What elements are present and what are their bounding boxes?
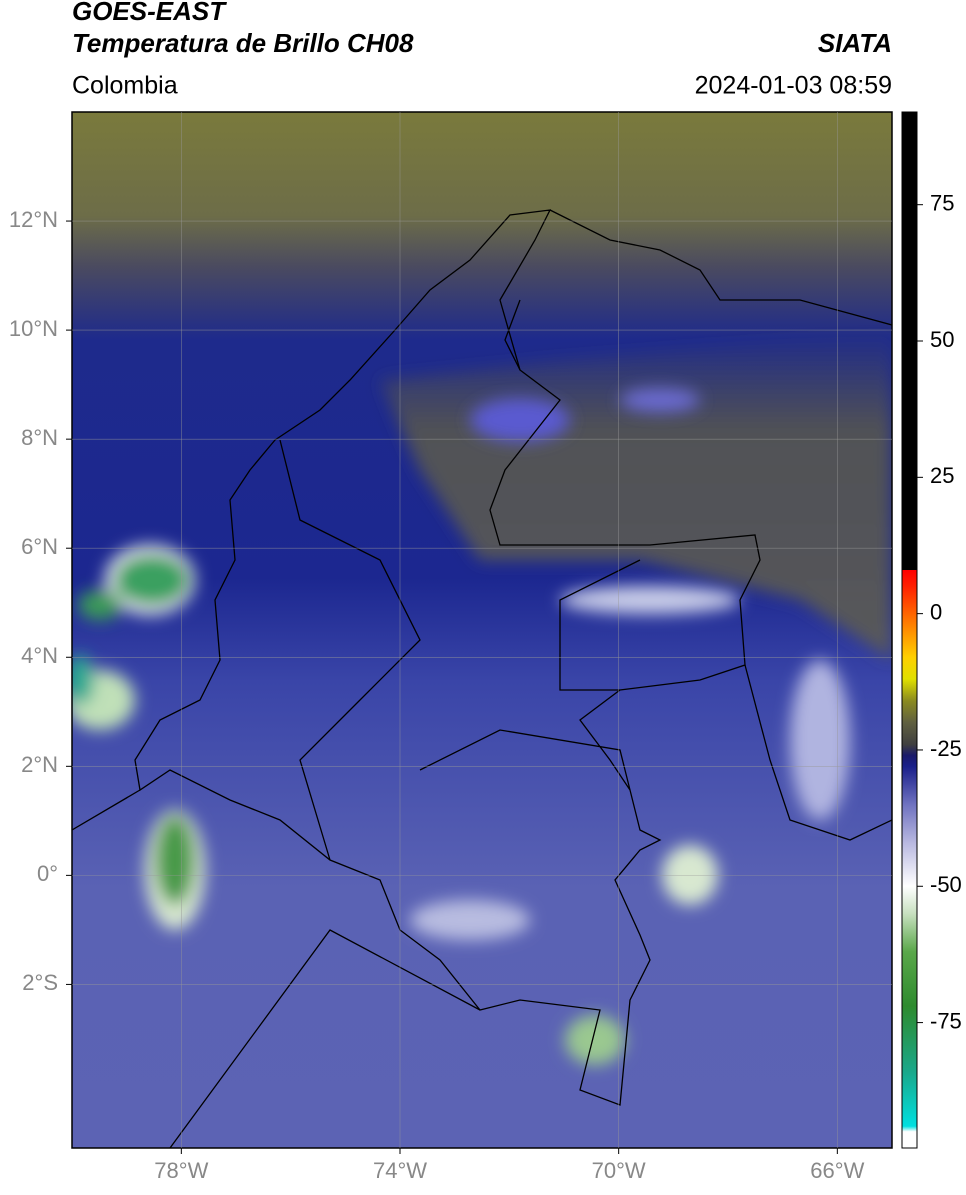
y-tick-label: 2°S xyxy=(22,970,58,995)
y-tick-label: 4°N xyxy=(21,643,58,668)
colorbar-frame xyxy=(901,111,918,1149)
colorbar-tick-label: -25 xyxy=(930,736,962,761)
x-tick-label: 70°W xyxy=(592,1158,646,1183)
colorbar-tick-label: -50 xyxy=(930,872,962,897)
subtitle: Temperatura de Brillo CH08 xyxy=(72,28,414,58)
y-tick-label: 10°N xyxy=(9,316,58,341)
satellite-image xyxy=(72,112,892,1148)
x-tick-label: 74°W xyxy=(373,1158,427,1183)
y-tick-label: 8°N xyxy=(21,425,58,450)
region: Colombia xyxy=(72,72,178,100)
colorbar-tick-label: -75 xyxy=(930,1008,962,1033)
datetime: 2024-01-03 08:59 xyxy=(695,72,892,100)
borders xyxy=(72,209,892,1148)
y-tick-label: 6°N xyxy=(21,534,58,559)
colorbar-tick-label: 75 xyxy=(930,191,954,216)
x-tick-label: 78°W xyxy=(154,1158,208,1183)
y-tick-label: 0° xyxy=(37,861,58,886)
y-tick-label: 2°N xyxy=(21,752,58,777)
colorbar-tick-label: 25 xyxy=(930,463,954,488)
x-tick-label: 66°W xyxy=(810,1158,864,1183)
map-frame xyxy=(71,111,893,1149)
y-tick-label: 12°N xyxy=(9,207,58,232)
title: GOES-EAST xyxy=(72,0,227,26)
colorbar-tick-label: 50 xyxy=(930,327,954,352)
colorbar xyxy=(902,112,917,1148)
source: SIATA xyxy=(818,28,892,58)
colorbar-tick-label: 0 xyxy=(930,599,942,624)
